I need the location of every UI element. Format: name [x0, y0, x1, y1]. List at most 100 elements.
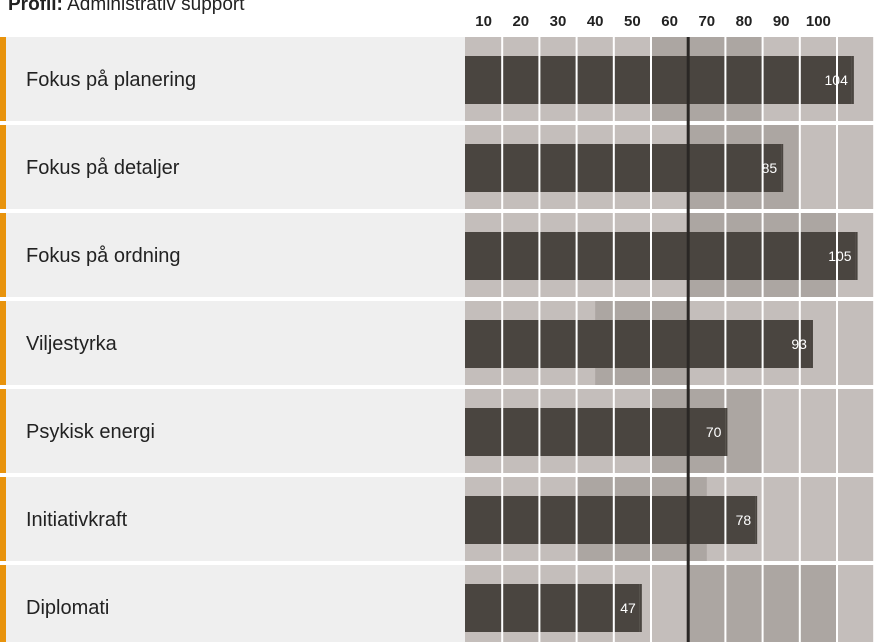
profile-value: Administrativ support: [67, 0, 245, 15]
category-label: Fokus på detaljer: [26, 157, 180, 179]
bar-segment-line: [650, 496, 652, 544]
bar-segment-line: [836, 56, 838, 104]
bar-segment-line: [501, 144, 504, 192]
tick-label-90: 90: [773, 13, 790, 30]
bar-segment-line: [612, 408, 615, 456]
grid-line: [798, 125, 801, 209]
row-background: [0, 125, 465, 209]
grid-line: [650, 565, 652, 642]
tick-label-100: 100: [806, 13, 831, 30]
bar-segment-line: [761, 56, 764, 104]
bar-segment-line: [575, 584, 578, 632]
bar-segment-line: [501, 408, 504, 456]
value-label: 70: [706, 424, 722, 440]
bar-segment-line: [724, 320, 727, 368]
bar-segment-line: [724, 56, 727, 104]
bar-end-marker: [810, 320, 813, 368]
bar-segment-line: [575, 232, 578, 280]
tick-label-10: 10: [475, 13, 492, 30]
bar-segment-line: [501, 232, 504, 280]
grid-line: [836, 565, 838, 642]
bar-segment-line: [575, 56, 578, 104]
score-bar: [465, 496, 756, 544]
bar-segment-line: [724, 496, 727, 544]
grid-line: [836, 477, 838, 561]
bar-segment-line: [650, 320, 652, 368]
bar-segment-line: [724, 144, 727, 192]
row-accent: [0, 389, 6, 473]
bar-segment-line: [612, 584, 615, 632]
value-label: 104: [825, 72, 849, 88]
bar-segment-line: [761, 232, 764, 280]
bar-segment-line: [501, 496, 504, 544]
bar-segment-line: [612, 232, 615, 280]
bar-segment-line: [724, 232, 727, 280]
bar-segment-line: [575, 144, 578, 192]
value-label: 47: [620, 600, 636, 616]
score-bar: [465, 320, 811, 368]
bar-segment-line: [538, 584, 541, 632]
category-label: Fokus på ordning: [26, 245, 181, 267]
tick-label-30: 30: [550, 13, 567, 30]
row-accent: [0, 301, 6, 385]
row-accent: [0, 37, 6, 121]
bar-end-marker: [755, 496, 758, 544]
bar-end-marker: [725, 408, 728, 456]
bar-segment-line: [538, 232, 541, 280]
bar-segment-line: [501, 584, 504, 632]
grid-line: [724, 565, 727, 642]
category-label: Diplomati: [26, 597, 109, 619]
bar-segment-line: [501, 56, 504, 104]
tick-label-40: 40: [587, 13, 604, 30]
row-background: [0, 213, 465, 297]
score-bar: [465, 144, 782, 192]
grid-line: [761, 477, 764, 561]
bar-segment-line: [538, 496, 541, 544]
bar-segment-line: [761, 320, 764, 368]
profile-header: Profil: Administrativ support: [8, 0, 245, 16]
tick-label-60: 60: [661, 13, 678, 30]
tick-label-50: 50: [624, 13, 641, 30]
value-label: 85: [762, 160, 778, 176]
row-background: [0, 301, 465, 385]
bar-segment-line: [612, 56, 615, 104]
value-label: 105: [828, 248, 852, 264]
bar-segment-line: [761, 144, 764, 192]
row-accent: [0, 565, 6, 642]
bar-segment-line: [538, 408, 541, 456]
row-accent: [0, 477, 6, 561]
bar-segment-line: [501, 320, 504, 368]
bar-segment-line: [612, 496, 615, 544]
tick-label-70: 70: [698, 13, 715, 30]
value-label: 78: [736, 512, 752, 528]
category-label: Fokus på planering: [26, 69, 196, 91]
score-bar: [465, 56, 852, 104]
category-label: Initiativkraft: [26, 509, 128, 531]
row-background: [0, 565, 465, 642]
row-background: [0, 389, 465, 473]
bar-segment-line: [575, 408, 578, 456]
grid-line: [836, 125, 838, 209]
grid-line: [798, 477, 801, 561]
bar-segment-line: [538, 56, 541, 104]
bar-segment-line: [575, 320, 578, 368]
bar-segment-line: [650, 56, 652, 104]
row-background: [0, 477, 465, 561]
grid-line: [798, 565, 801, 642]
value-label: 93: [791, 336, 807, 352]
row-background: [0, 37, 465, 121]
profile-label: Profil:: [8, 0, 63, 15]
bar-segment-line: [612, 144, 615, 192]
bar-segment-line: [612, 320, 615, 368]
reference-line: [686, 37, 690, 642]
grid-line: [761, 389, 764, 473]
score-bar: [465, 584, 640, 632]
bar-segment-line: [798, 56, 801, 104]
bar-segment-line: [836, 232, 838, 280]
bar-segment-line: [575, 496, 578, 544]
bar-segment-line: [650, 144, 652, 192]
bar-segment-line: [650, 232, 652, 280]
bar-end-marker: [851, 56, 854, 104]
row-accent: [0, 125, 6, 209]
